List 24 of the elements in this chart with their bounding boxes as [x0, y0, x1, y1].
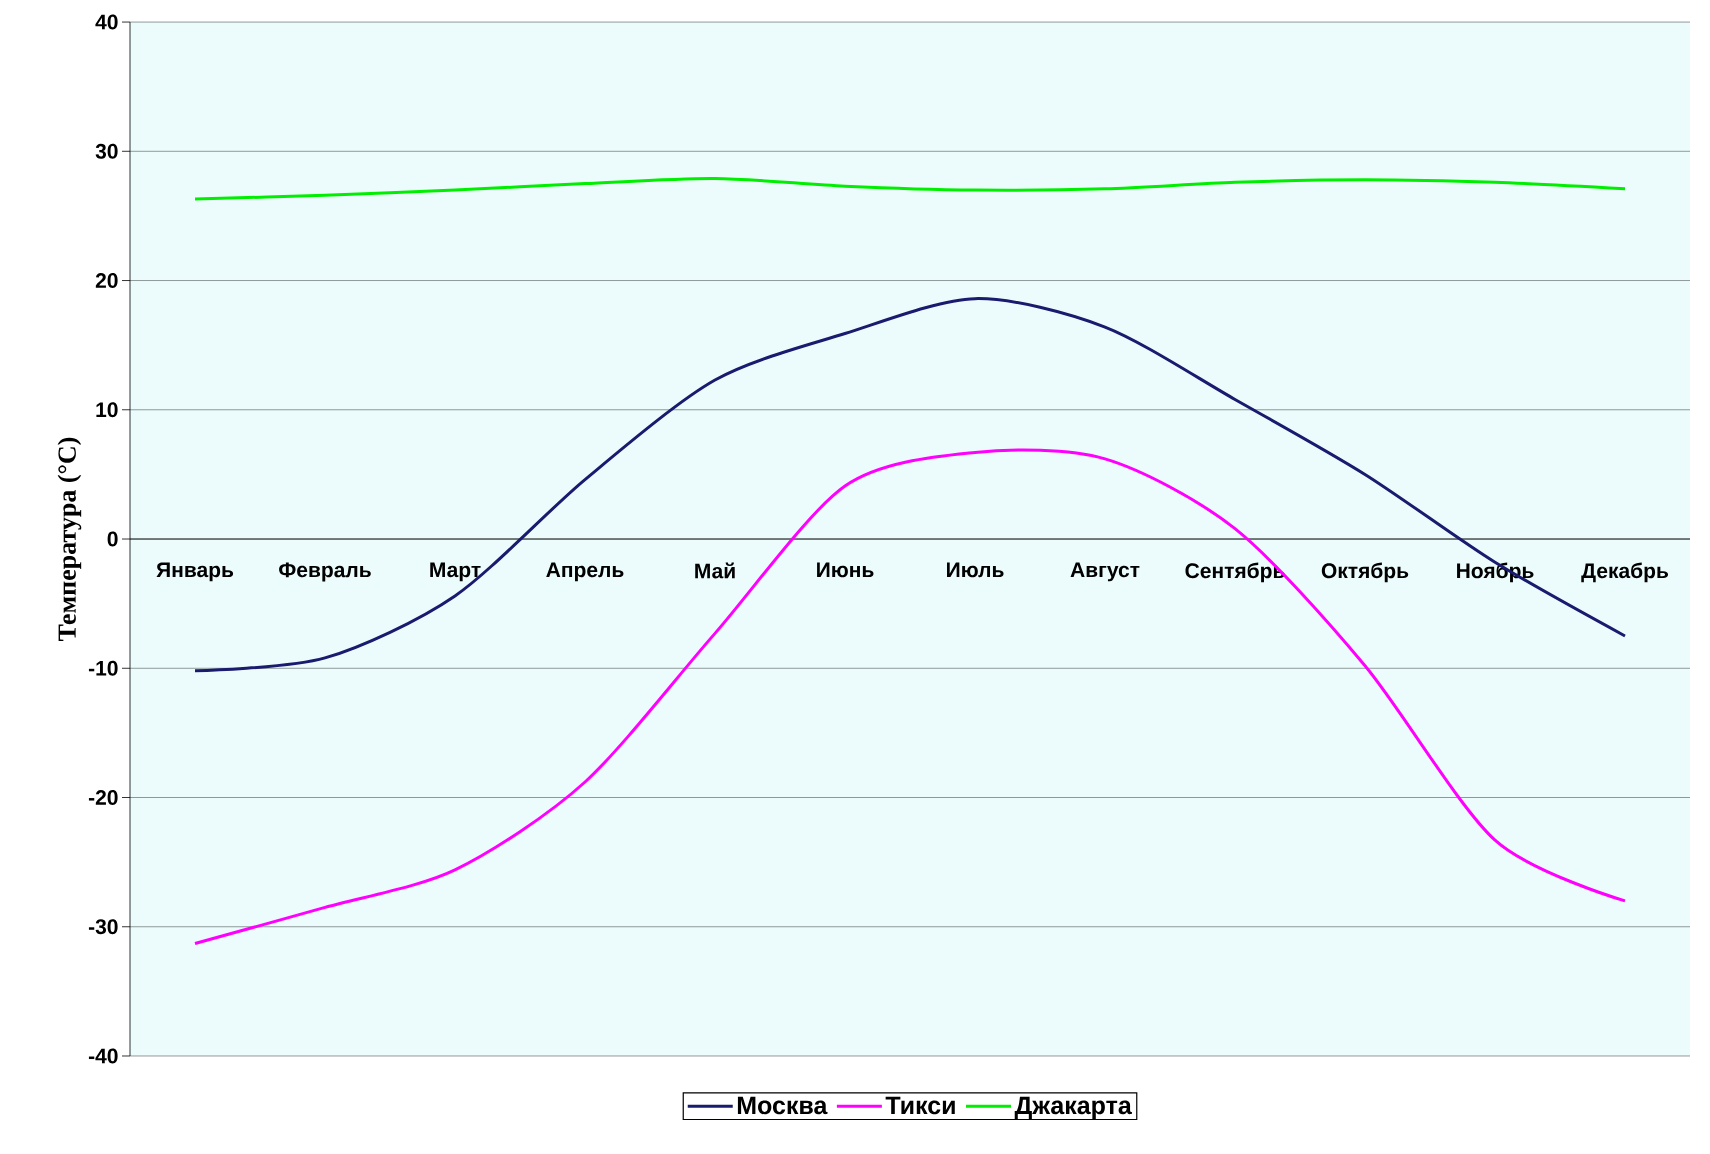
x-tick-label: Август [1070, 562, 1140, 582]
x-tick-label: Июнь [817, 562, 874, 578]
x-tick-label: Апрель [546, 562, 624, 582]
x-tick-label: Октябрь [1321, 562, 1409, 583]
y-axis-title: Температура (°C) [57, 437, 82, 642]
legend-label: Москва [737, 1096, 828, 1115]
x-tick-label: Март [430, 562, 481, 582]
legend-label: Тикси [885, 1096, 955, 1115]
line-series [193, 176, 1627, 201]
y-tick-label: 30 [95, 143, 118, 159]
x-tick-label: Май [695, 562, 735, 579]
x-tick-label: Декабрь [1581, 562, 1669, 583]
y-tick-label: -30 [88, 919, 118, 935]
x-tick-label: Июль [947, 562, 1004, 578]
y-tick-label: -40 [88, 1048, 118, 1064]
y-tick-label: -10 [88, 660, 118, 676]
y-tick-label: 0 [107, 531, 118, 547]
y-tick-label: 40 [95, 14, 118, 30]
y-tick-label: 10 [96, 402, 118, 418]
y-tick-label: -20 [88, 790, 118, 805]
x-tick-label: Январь [156, 562, 234, 582]
legend-label: Джакарта [1014, 1096, 1132, 1120]
y-tick-label: 20 [95, 273, 118, 288]
x-tick-label: Февраль [279, 562, 371, 582]
